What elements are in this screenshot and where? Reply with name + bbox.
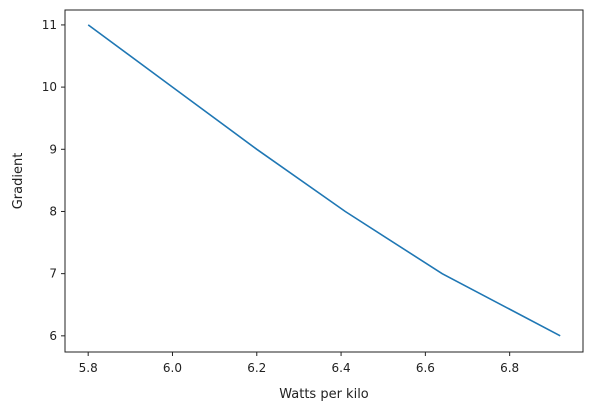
- x-axis-label: Watts per kilo: [279, 387, 369, 402]
- y-tick-label: 7: [49, 267, 57, 281]
- x-tick-label: 6.8: [500, 361, 519, 375]
- y-tick-label: 10: [42, 80, 57, 94]
- y-tick-label: 8: [49, 204, 57, 218]
- x-tick-label: 6.4: [332, 361, 351, 375]
- y-axis-label: Gradient: [11, 153, 26, 210]
- plot-frame: [64, 9, 584, 353]
- y-tick-label: 11: [42, 18, 57, 32]
- y-tick-label: 9: [49, 142, 57, 156]
- x-tick-label: 6.0: [163, 361, 182, 375]
- series-line: [87, 24, 561, 337]
- x-tick-label: 5.8: [79, 361, 98, 375]
- y-tick-label: 6: [49, 329, 57, 343]
- x-tick-label: 6.6: [416, 361, 435, 375]
- x-tick-label: 6.2: [247, 361, 266, 375]
